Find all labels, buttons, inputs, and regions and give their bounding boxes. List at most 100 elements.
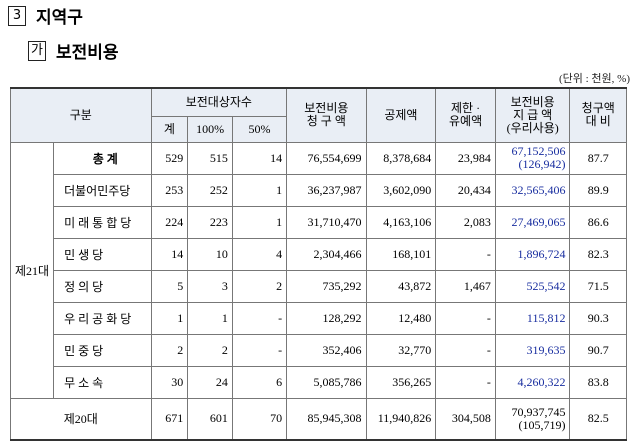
header-row: 계 100% 50% <box>11 115 627 143</box>
header-cell: 보전비용 청 구 액 <box>286 87 367 143</box>
cell: 70 <box>231 397 288 441</box>
cell: 1 <box>231 205 288 239</box>
header-text: 보전대상자수 <box>185 94 252 109</box>
cell: 31,710,470 <box>286 205 367 239</box>
cell: 83.8 <box>569 365 627 399</box>
header-text: (우리사용) <box>506 120 559 135</box>
cell: 304,508 <box>435 397 496 441</box>
row-label: 총 계 <box>53 141 152 175</box>
cell: 3,602,090 <box>365 173 437 207</box>
table-row: 제20대 671 601 70 85,945,308 11,940,826 304,508 7… <box>10 397 627 441</box>
cell: 1 <box>150 301 189 335</box>
section-heading: 3 지역구 <box>8 3 83 28</box>
row-label: 미 래 통 합 당 <box>53 205 152 239</box>
cell: 1 <box>231 173 288 207</box>
cell: 90.3 <box>569 301 627 335</box>
cell: 12,480 <box>365 301 437 335</box>
cell: 2,304,466 <box>286 237 367 271</box>
row-label: 민 생 당 <box>53 237 152 271</box>
cell: 14 <box>231 141 288 175</box>
table-row: 정 의 당 5 3 2 735,292 43,872 1,467 525,542 71.5 <box>11 269 627 303</box>
cell: 67,152,506 (126,942) <box>494 141 571 175</box>
subsection-title: 보전비용 <box>56 43 119 63</box>
cell: 253 <box>150 173 189 207</box>
section-number: 3 <box>8 5 26 26</box>
cell: 671 <box>150 397 189 441</box>
cell: 356,265 <box>365 365 437 399</box>
cell: 515 <box>187 141 233 175</box>
table-body: 제21대 총 계 529 515 14 76,554,699 8,378,684 23,984… <box>9 141 627 441</box>
cell: 168,101 <box>365 237 437 271</box>
cell: - <box>435 301 496 335</box>
cell: 2,083 <box>435 205 496 239</box>
cell: 319,635 <box>494 333 571 367</box>
table-row: 민 중 당 2 2-352,406 32,770-319,635 90.7 <box>11 333 627 367</box>
header-text: 청 구 액 <box>306 114 346 129</box>
cell-note: (126,942) <box>518 157 566 171</box>
header-row: 구분 보전대상자수 보전비용 청 구 액 공제액 제한 · 유예액 보전비용 지 급 액 (우리사… <box>10 87 627 143</box>
cell: 10 <box>187 237 233 271</box>
cell: 32,770 <box>365 333 437 367</box>
header-cell: 계 <box>150 115 189 143</box>
cell: 4,163,106 <box>365 205 437 239</box>
cell: 36,237,987 <box>286 173 367 207</box>
cell: 30 <box>150 365 189 399</box>
cell: 8,378,684 <box>365 141 437 175</box>
header-cell: 제한 · 유예액 <box>435 87 496 143</box>
cost-table: 구분 보전대상자수 보전비용 청 구 액 공제액 제한 · 유예액 보전비용 지 급 액 (우리사… <box>9 87 627 441</box>
cell: 70,937,745 (105,719) <box>494 397 571 441</box>
header-text: 공제액 <box>384 107 418 122</box>
cell: 86.6 <box>569 205 627 239</box>
cell-text: 67,152,506 <box>511 144 566 158</box>
cell: - <box>435 237 496 271</box>
cell: 529 <box>150 141 189 175</box>
header-cell: 구분 <box>10 87 152 143</box>
cell: 14 <box>150 237 189 271</box>
cell: 1,896,724 <box>494 237 571 271</box>
cell: 32,565,406 <box>494 173 571 207</box>
header-text: 지 급 액 <box>513 107 553 122</box>
table-row: 더불어민주당 253 252 1 36,237,987 3,602,090 20,434 32… <box>11 173 627 207</box>
cell: 90.7 <box>569 333 627 367</box>
cell: 3 <box>187 269 233 303</box>
cell: - <box>231 333 288 367</box>
cell-note: (105,719) <box>518 417 566 432</box>
cell: - <box>435 333 496 367</box>
cell: 76,554,699 <box>286 141 367 175</box>
header-text: 구분 <box>69 107 92 122</box>
cell: 252 <box>187 173 233 207</box>
cell: 5 <box>150 269 189 303</box>
row-label: 더불어민주당 <box>53 173 152 207</box>
row-label: 우 리 공 화 당 <box>53 301 152 335</box>
cell: 11,940,826 <box>365 397 437 441</box>
cell: 1 <box>187 301 233 335</box>
table-row: 민 생 당 14 10 4 2,304,466 168,101-1,896,724 82.3 <box>11 237 627 271</box>
header-cell: 청구액 대 비 <box>569 87 627 143</box>
table-row: 제21대 총 계 529 515 14 76,554,699 8,378,684 23,984… <box>9 141 627 399</box>
cell: 4 <box>231 237 288 271</box>
cell: 89.9 <box>569 173 627 207</box>
cell: 82.5 <box>569 397 627 441</box>
cell: 2 <box>150 333 189 367</box>
table-row: 우 리 공 화 당 1 1-128,292 12,480-115,812 90.3 <box>11 301 627 335</box>
subsection-mark: 가 <box>28 40 46 61</box>
header-text: 대 비 <box>585 114 611 129</box>
subsection-heading: 가 보전비용 <box>28 38 119 63</box>
cell: 128,292 <box>286 301 367 335</box>
row-label: 민 중 당 <box>53 333 152 367</box>
unit-note: (단위 : 천원, %) <box>558 73 630 85</box>
cell: 20,434 <box>435 173 496 207</box>
cell: 82.3 <box>569 237 627 271</box>
header-cell: 보전대상자수 <box>150 87 288 117</box>
table-row: 미 래 통 합 당 224 223 1 31,710,470 4,163,106 2,083… <box>11 205 627 239</box>
header-text: 보전비용 <box>510 94 555 109</box>
header-text: 제한 · <box>451 101 481 116</box>
cell: - <box>435 365 496 399</box>
cell: 71.5 <box>569 269 627 303</box>
cell: 224 <box>150 205 189 239</box>
cell: 5,085,786 <box>286 365 367 399</box>
cell: 24 <box>187 365 233 399</box>
cell: 735,292 <box>286 269 367 303</box>
cell: 115,812 <box>494 301 571 335</box>
cell: 1,467 <box>435 269 496 303</box>
